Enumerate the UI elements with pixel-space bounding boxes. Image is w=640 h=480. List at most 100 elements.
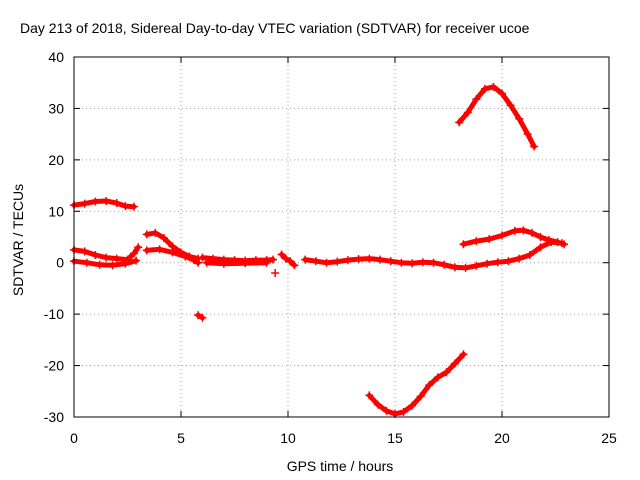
data-point	[112, 254, 121, 263]
data-point	[129, 202, 138, 211]
y-axis-label: SDTVAR / TECUs	[10, 184, 26, 296]
data-point	[132, 256, 141, 265]
data-point	[95, 260, 104, 269]
data-point	[121, 202, 130, 211]
data-point	[382, 406, 391, 415]
data-point	[301, 255, 310, 264]
data-point	[91, 251, 100, 259]
x-tick-label: 25	[601, 430, 617, 446]
data-point	[202, 258, 211, 267]
data-point	[510, 226, 519, 235]
data-point	[399, 407, 408, 416]
data-point	[515, 254, 524, 263]
x-tick-label: 20	[494, 430, 510, 446]
data-point	[472, 261, 481, 270]
data-point	[397, 258, 406, 267]
data-point	[129, 249, 138, 258]
data-point	[560, 240, 569, 249]
data-point	[82, 258, 91, 267]
data-point	[429, 258, 438, 267]
data-point	[343, 256, 352, 265]
data-point	[472, 95, 481, 104]
series-arc-f	[194, 311, 207, 322]
data-point	[269, 255, 278, 264]
data-point	[506, 101, 515, 110]
data-points	[70, 82, 569, 418]
series-arc-h	[202, 258, 271, 268]
data-point	[416, 392, 425, 401]
data-point	[527, 228, 536, 237]
data-point	[151, 228, 160, 237]
data-point	[459, 350, 468, 359]
data-point	[504, 257, 513, 266]
y-tick-label: 40	[48, 49, 64, 65]
data-point	[408, 259, 417, 268]
data-point	[450, 263, 459, 272]
data-point	[408, 401, 417, 410]
data-point	[472, 237, 481, 246]
x-tick-label: 0	[70, 430, 78, 446]
data-point	[450, 359, 459, 368]
data-point	[553, 238, 562, 247]
y-tick-label: 30	[48, 100, 64, 116]
data-point	[498, 231, 506, 240]
data-point	[461, 263, 470, 272]
y-tick-label: 10	[48, 203, 64, 219]
data-point	[189, 256, 198, 265]
y-tick-label: -10	[44, 306, 64, 322]
series-arc-j	[277, 250, 299, 270]
data-point	[281, 254, 290, 263]
x-tick-label: 5	[177, 430, 185, 446]
x-tick-label: 15	[387, 430, 403, 446]
data-point	[198, 313, 207, 322]
data-point	[155, 245, 164, 254]
series-arc-e	[142, 245, 203, 267]
data-point	[181, 252, 190, 261]
data-point	[365, 254, 374, 263]
data-point	[418, 258, 427, 267]
data-point	[121, 259, 130, 268]
data-point	[485, 235, 494, 244]
data-point	[523, 130, 532, 139]
data-point	[455, 118, 464, 127]
data-point	[425, 381, 434, 390]
series-arc-b	[70, 243, 143, 264]
data-point	[91, 197, 100, 206]
data-point	[241, 259, 250, 268]
data-point	[262, 258, 271, 267]
data-point	[142, 230, 151, 239]
series-arc-m	[455, 82, 539, 151]
series-trace	[456, 84, 537, 149]
y-tick-label: -30	[44, 409, 64, 425]
y-tick-label: -20	[44, 358, 64, 374]
series-arc-n	[459, 226, 569, 249]
series-arc-a	[70, 197, 138, 211]
data-point	[134, 243, 143, 252]
data-point	[271, 269, 280, 277]
data-point	[519, 226, 528, 235]
data-point	[498, 89, 506, 98]
data-point	[277, 250, 286, 259]
data-point	[159, 234, 168, 243]
data-point	[333, 257, 342, 266]
data-point	[80, 247, 89, 256]
axis-ticks: 0 5 10 15 20 25 -30 -20 -10 0 10 20 30 40	[44, 49, 617, 446]
x-axis-label: GPS time / hours	[287, 458, 394, 474]
data-point	[463, 108, 472, 117]
data-point	[194, 311, 203, 320]
grid-lines	[74, 57, 609, 417]
x-tick-label: 10	[280, 430, 296, 446]
data-point	[440, 260, 449, 269]
y-tick-label: 0	[56, 255, 64, 271]
series-trace	[204, 260, 270, 267]
data-point	[525, 251, 534, 259]
data-point	[536, 243, 545, 252]
data-point	[373, 400, 382, 409]
data-point	[489, 82, 498, 91]
data-point	[442, 368, 451, 377]
data-point	[530, 142, 539, 151]
data-point	[168, 248, 177, 257]
data-point	[311, 257, 320, 266]
data-point	[545, 236, 554, 245]
